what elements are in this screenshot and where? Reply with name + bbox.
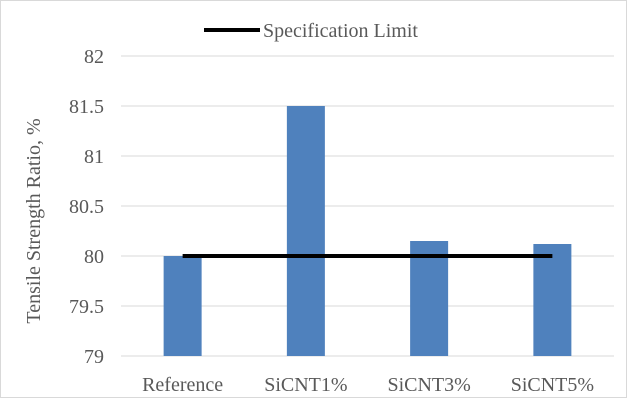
x-tick-label: SiCNT1% [264,374,347,396]
bar-sicnt3- [410,241,449,356]
y-tick-label: 82 [84,46,104,68]
y-tick-label: 81 [84,146,104,168]
legend-label: Specification Limit [263,20,418,42]
y-axis-title: Tensile Strength Ratio, % [23,118,45,323]
y-axis-ticks: 79 79.5 80 80.5 81 81.5 82 [69,46,104,368]
y-tick-label: 79 [84,346,104,368]
x-tick-label: SiCNT5% [511,374,594,396]
bars [163,106,572,356]
y-tick-label: 81.5 [69,96,104,118]
bar-sicnt1- [286,106,325,356]
x-tick-label: Reference [142,374,223,396]
x-axis-ticks: Reference SiCNT1% SiCNT3% SiCNT5% [142,374,594,396]
y-tick-label: 80 [84,246,104,268]
y-tick-label: 80.5 [69,196,104,218]
y-tick-label: 79.5 [69,296,104,318]
bar-sicnt5- [533,244,572,356]
bar-reference [163,256,202,356]
x-tick-label: SiCNT3% [387,374,470,396]
legend: Specification Limit [204,20,418,42]
